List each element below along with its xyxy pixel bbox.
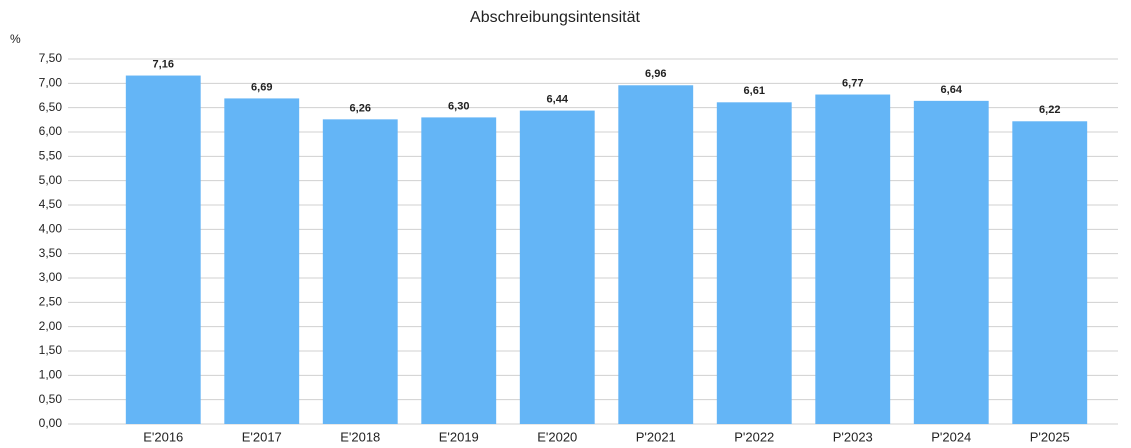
data-label: 6,30: [448, 100, 469, 112]
bar: [913, 100, 989, 424]
x-tick-label: E'2018: [340, 429, 380, 444]
data-label: 6,44: [547, 93, 569, 105]
y-tick-label: 5,00: [39, 173, 63, 187]
chart-title: Abschreibungsintensität: [470, 9, 640, 26]
y-tick-label: 7,50: [39, 51, 63, 65]
y-tick-label: 7,00: [39, 76, 63, 90]
x-tick-label: E'2017: [242, 429, 282, 444]
x-tick-label: E'2016: [143, 429, 183, 444]
bar: [519, 110, 595, 424]
y-tick-label: 0,00: [39, 416, 63, 430]
data-label: 6,69: [251, 81, 272, 93]
data-label: 6,77: [842, 77, 863, 89]
data-label: 6,64: [941, 84, 963, 96]
bar: [815, 94, 891, 424]
bar: [716, 102, 792, 425]
y-tick-label: 4,00: [39, 222, 63, 236]
data-label: 7,16: [153, 58, 174, 70]
bar: [421, 117, 497, 425]
data-label: 6,26: [350, 102, 371, 114]
bar: [1012, 121, 1088, 424]
x-tick-label: P'2022: [734, 429, 774, 444]
y-tick-label: 1,50: [39, 343, 63, 357]
y-tick-label: 5,50: [39, 149, 63, 163]
y-tick-label: 6,00: [39, 124, 63, 138]
bar: [322, 119, 398, 424]
x-tick-label: P'2021: [636, 429, 676, 444]
data-label: 6,61: [744, 85, 765, 97]
bar: [125, 75, 201, 425]
y-tick-label: 0,50: [39, 392, 63, 406]
y-tick-label: 4,50: [39, 197, 63, 211]
x-tick-label: P'2023: [833, 429, 873, 444]
data-label: 6,22: [1039, 104, 1060, 116]
x-tick-label: P'2025: [1030, 429, 1070, 444]
y-axis-label: %: [10, 32, 21, 46]
y-tick-label: 3,00: [39, 270, 63, 284]
y-tick-label: 2,50: [39, 295, 63, 309]
bar: [618, 85, 694, 424]
y-tick-label: 6,50: [39, 100, 63, 114]
data-label: 6,96: [645, 68, 666, 80]
bar: [224, 98, 300, 425]
x-tick-label: E'2019: [439, 429, 479, 444]
y-tick-label: 3,50: [39, 246, 63, 260]
x-tick-label: P'2024: [931, 429, 971, 444]
x-tick-label: E'2020: [537, 429, 577, 444]
y-tick-label: 1,00: [39, 368, 63, 382]
y-tick-label: 2,00: [39, 319, 63, 333]
